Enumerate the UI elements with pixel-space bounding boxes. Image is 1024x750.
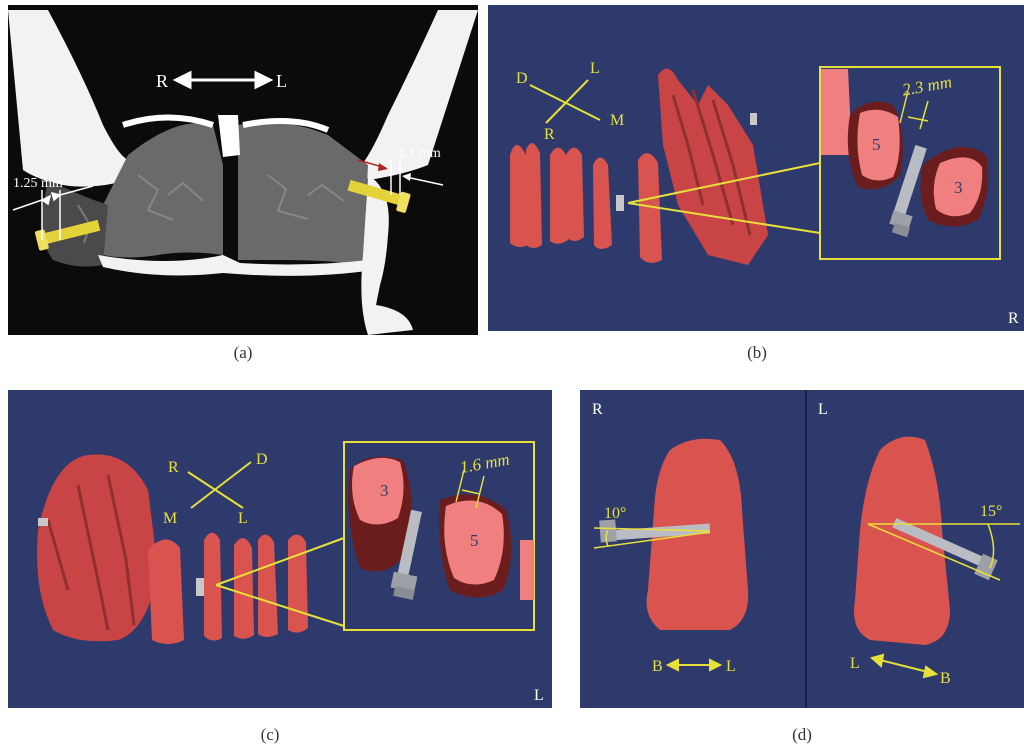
r-l-arrow [172, 70, 274, 90]
zoom-lines-b [627, 66, 1001, 260]
teeth-group-b [510, 68, 768, 265]
left-b-label: B [652, 658, 663, 675]
tooth-3-label-b: 3 [954, 178, 963, 197]
panel-b-3d-render: D L R M [510, 60, 1019, 327]
panel-c-3d-render: R D M L [37, 441, 544, 704]
panel-b: D L R M [488, 5, 1024, 331]
dir-l-label: L [276, 71, 287, 91]
caption-a: (a) [233, 343, 253, 362]
left-measurement-lines [12, 185, 94, 240]
measurement-c-label: 1.6 mm [458, 450, 511, 477]
axis-r-label: R [544, 126, 555, 143]
left-l-label: L [726, 658, 736, 675]
right-measurement-lines [357, 159, 444, 195]
axis-l-label-c: L [238, 510, 248, 527]
panel-a: R L 1.25 mm 1.1 mm [8, 5, 478, 335]
tooth-right-d [854, 436, 950, 645]
left-measurement-label: 1.25 mm [13, 176, 63, 191]
b-l-arrow-left-d [665, 658, 723, 672]
left-screw [35, 219, 101, 251]
teeth-group-c [37, 454, 308, 644]
axis-m-label-c: M [163, 510, 177, 527]
tooth-3-label-c: 3 [380, 481, 389, 500]
axis-d-label-c: D [256, 451, 268, 468]
panel-c: R D M L [8, 390, 552, 708]
zoom-lines-c [215, 441, 535, 631]
measure-lines-b [899, 90, 929, 130]
right-l-label: L [850, 655, 860, 672]
axis-cross-c [187, 461, 252, 509]
right-b-label: B [940, 670, 951, 687]
axis-m-label: M [610, 112, 624, 129]
caption-d: (d) [792, 725, 812, 744]
right-measurement-label: 1.1 mm [398, 146, 441, 161]
side-label-c: L [534, 687, 544, 704]
axis-l-label: L [590, 60, 600, 77]
right-screw [347, 179, 411, 213]
screw-small-c2 [38, 518, 48, 526]
caption-b: (b) [747, 343, 767, 362]
screw-small-b2 [750, 113, 757, 125]
side-label-right-d: L [818, 401, 828, 418]
angle-right-label: 15° [980, 503, 1002, 520]
caption-c: (c) [260, 725, 280, 744]
axis-cross-b [529, 79, 601, 124]
tooth-5-label-b: 5 [872, 135, 881, 154]
screw-small-c [196, 578, 204, 596]
panel-d-3d-render: R L 10° B L 15 [592, 390, 1020, 708]
zoom-inset-c [348, 456, 534, 600]
angle-lines-right-d [867, 523, 1020, 581]
dir-r-label: R [156, 71, 168, 91]
angle-lines-left-d [593, 527, 711, 549]
side-label-left-d: R [592, 401, 603, 418]
panel-d: R L 10° B L 15 [580, 390, 1024, 708]
angle-left-label: 10° [604, 505, 626, 522]
axis-d-label: D [516, 70, 528, 87]
axis-r-label-c: R [168, 459, 179, 476]
panel-a-ct-image: R L 1.25 mm 1.1 mm [8, 10, 478, 335]
measure-lines-c [455, 469, 485, 509]
screw-small-b [616, 195, 624, 211]
tooth-5-label-c: 5 [470, 531, 479, 550]
measurement-b-label: 2.3 mm [901, 72, 954, 99]
side-label-b: R [1008, 310, 1019, 327]
zoom-inset-b [821, 69, 989, 238]
l-b-arrow-right-d [869, 653, 939, 679]
